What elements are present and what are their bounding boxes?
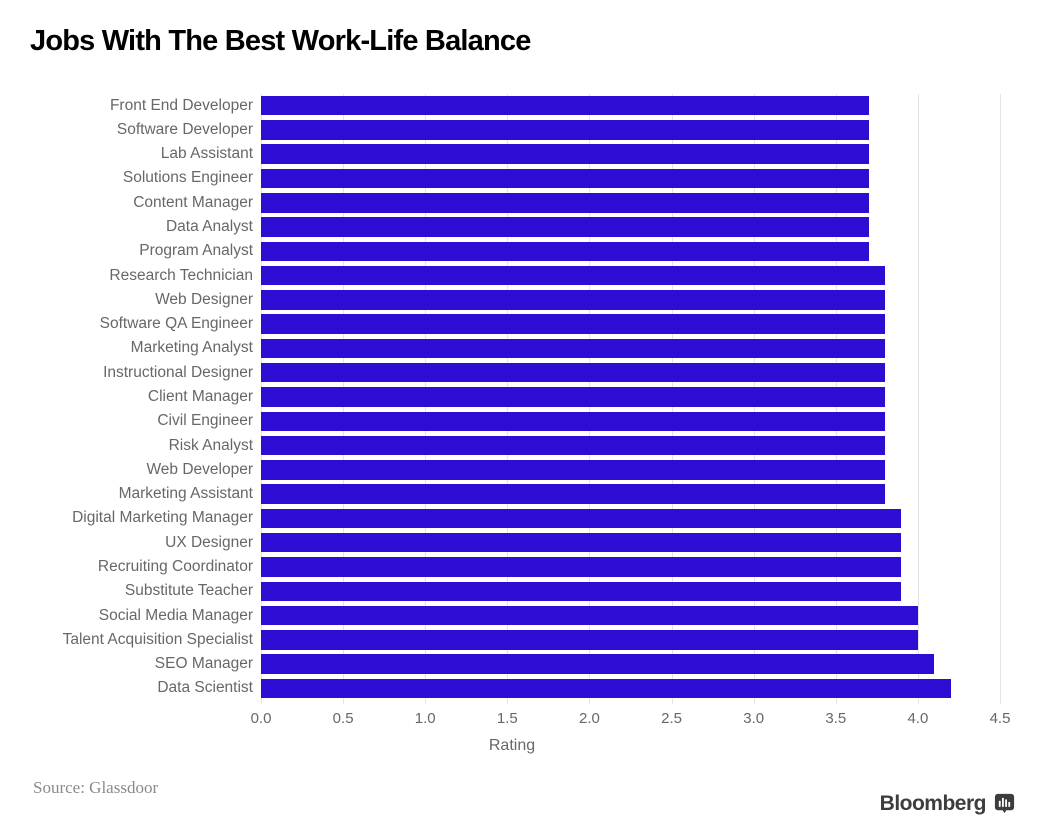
bar (261, 532, 902, 553)
category-label: Risk Analyst (168, 436, 253, 454)
bar (261, 387, 886, 407)
bar-row (261, 506, 1000, 530)
x-tick-label: 0.0 (250, 710, 272, 727)
category-label: Solutions Engineer (122, 169, 253, 187)
bar-row (261, 385, 1000, 409)
category-label: Data Scientist (157, 679, 253, 697)
category-label: Instructional Designer (103, 363, 253, 381)
bar-row (261, 94, 1000, 118)
bar (261, 411, 886, 432)
category-label: UX Designer (165, 533, 253, 551)
bar-row (261, 531, 1000, 555)
x-tick-label: 2.0 (579, 710, 600, 727)
bar-row (261, 263, 1000, 287)
bar-row (261, 215, 1000, 239)
category-label: Data Analyst (165, 218, 253, 236)
category-label: Social Media Manager (98, 606, 253, 624)
bar-row (261, 361, 1000, 385)
bar (261, 508, 902, 529)
category-label: Recruiting Coordinator (97, 557, 253, 575)
category-label: Content Manager (133, 193, 253, 211)
bar-row (261, 336, 1000, 360)
bar (261, 678, 951, 699)
bar (261, 120, 869, 140)
bar (261, 314, 886, 334)
category-label: Talent Acquisition Specialist (62, 630, 253, 648)
bar (261, 484, 886, 504)
bar-row (261, 652, 1000, 676)
bar (261, 144, 869, 164)
bar (261, 290, 886, 310)
bar (261, 241, 869, 262)
category-label: Marketing Analyst (130, 339, 253, 357)
bar (261, 630, 918, 650)
bar (261, 265, 886, 286)
category-label: Lab Assistant (160, 145, 253, 163)
bar (261, 435, 886, 456)
bar-row (261, 239, 1000, 263)
bar-row (261, 458, 1000, 482)
category-label: Front End Developer (109, 96, 253, 114)
category-label: Substitute Teacher (124, 582, 253, 600)
bar (261, 460, 886, 480)
plot-area (261, 93, 1001, 704)
bar (261, 338, 886, 359)
category-labels: Front End Developer Software Developer Lab… (0, 94, 253, 701)
bar-row (261, 288, 1000, 312)
x-tick-label: 4.0 (907, 710, 929, 727)
source-credit: Source: Glassdoor (33, 778, 159, 797)
chart-title: Jobs With The Best Work-Life Balance (30, 25, 531, 57)
bar-row (261, 676, 1000, 700)
bar (261, 168, 869, 189)
category-label: Program Analyst (139, 242, 253, 260)
x-tick-label: 1.5 (496, 710, 518, 727)
category-label: Marketing Assistant (118, 485, 253, 503)
category-label: SEO Manager (154, 655, 253, 673)
bar (261, 193, 869, 213)
category-label: Software Developer (116, 120, 253, 138)
bar (261, 605, 918, 626)
bar (261, 362, 886, 383)
bar-row (261, 555, 1000, 579)
x-axis-label: Rating (488, 737, 536, 754)
bar (261, 217, 869, 237)
x-tick-label: 1.0 (414, 710, 436, 727)
x-tick-label: 2.5 (661, 710, 682, 727)
category-label: Web Designer (155, 290, 253, 308)
gridline (917, 93, 919, 704)
category-label: Client Manager (147, 388, 253, 406)
gridline (1000, 93, 1001, 704)
bar (261, 581, 902, 602)
x-tick-label: 3.5 (825, 710, 847, 727)
bar-row (261, 482, 1000, 506)
category-label: Digital Marketing Manager (72, 509, 253, 527)
bar-row (261, 579, 1000, 603)
bar-row (261, 118, 1000, 142)
category-label: Civil Engineer (157, 412, 253, 430)
bar-row (261, 142, 1000, 166)
bar-row (261, 603, 1000, 627)
bloomberg-wordmark: Bloomberg (879, 792, 987, 815)
x-axis-ticks: 0.0 0.5 1.0 1.5 2.0 2.5 3.0 3.5 4.0 4.5 (251, 710, 1011, 728)
category-label: Research Technician (109, 266, 253, 284)
category-label: Software QA Engineer (99, 315, 253, 333)
x-tick-label: 4.5 (989, 710, 1011, 727)
bar-row (261, 166, 1000, 190)
bars-area (261, 94, 1000, 701)
x-tick-label: 3.0 (743, 710, 765, 727)
bar (261, 95, 869, 116)
category-label: Web Developer (146, 460, 253, 478)
bar-row (261, 433, 1000, 457)
bloomberg-logo: Bloomberg (880, 792, 1016, 815)
bar (261, 557, 902, 577)
bar-row (261, 409, 1000, 433)
x-tick-label: 0.5 (332, 710, 354, 727)
bar (261, 654, 935, 674)
bloomberg-chart-icon (993, 792, 1016, 815)
bar-row (261, 191, 1000, 215)
bar-row (261, 312, 1000, 336)
bar-row (261, 628, 1000, 652)
